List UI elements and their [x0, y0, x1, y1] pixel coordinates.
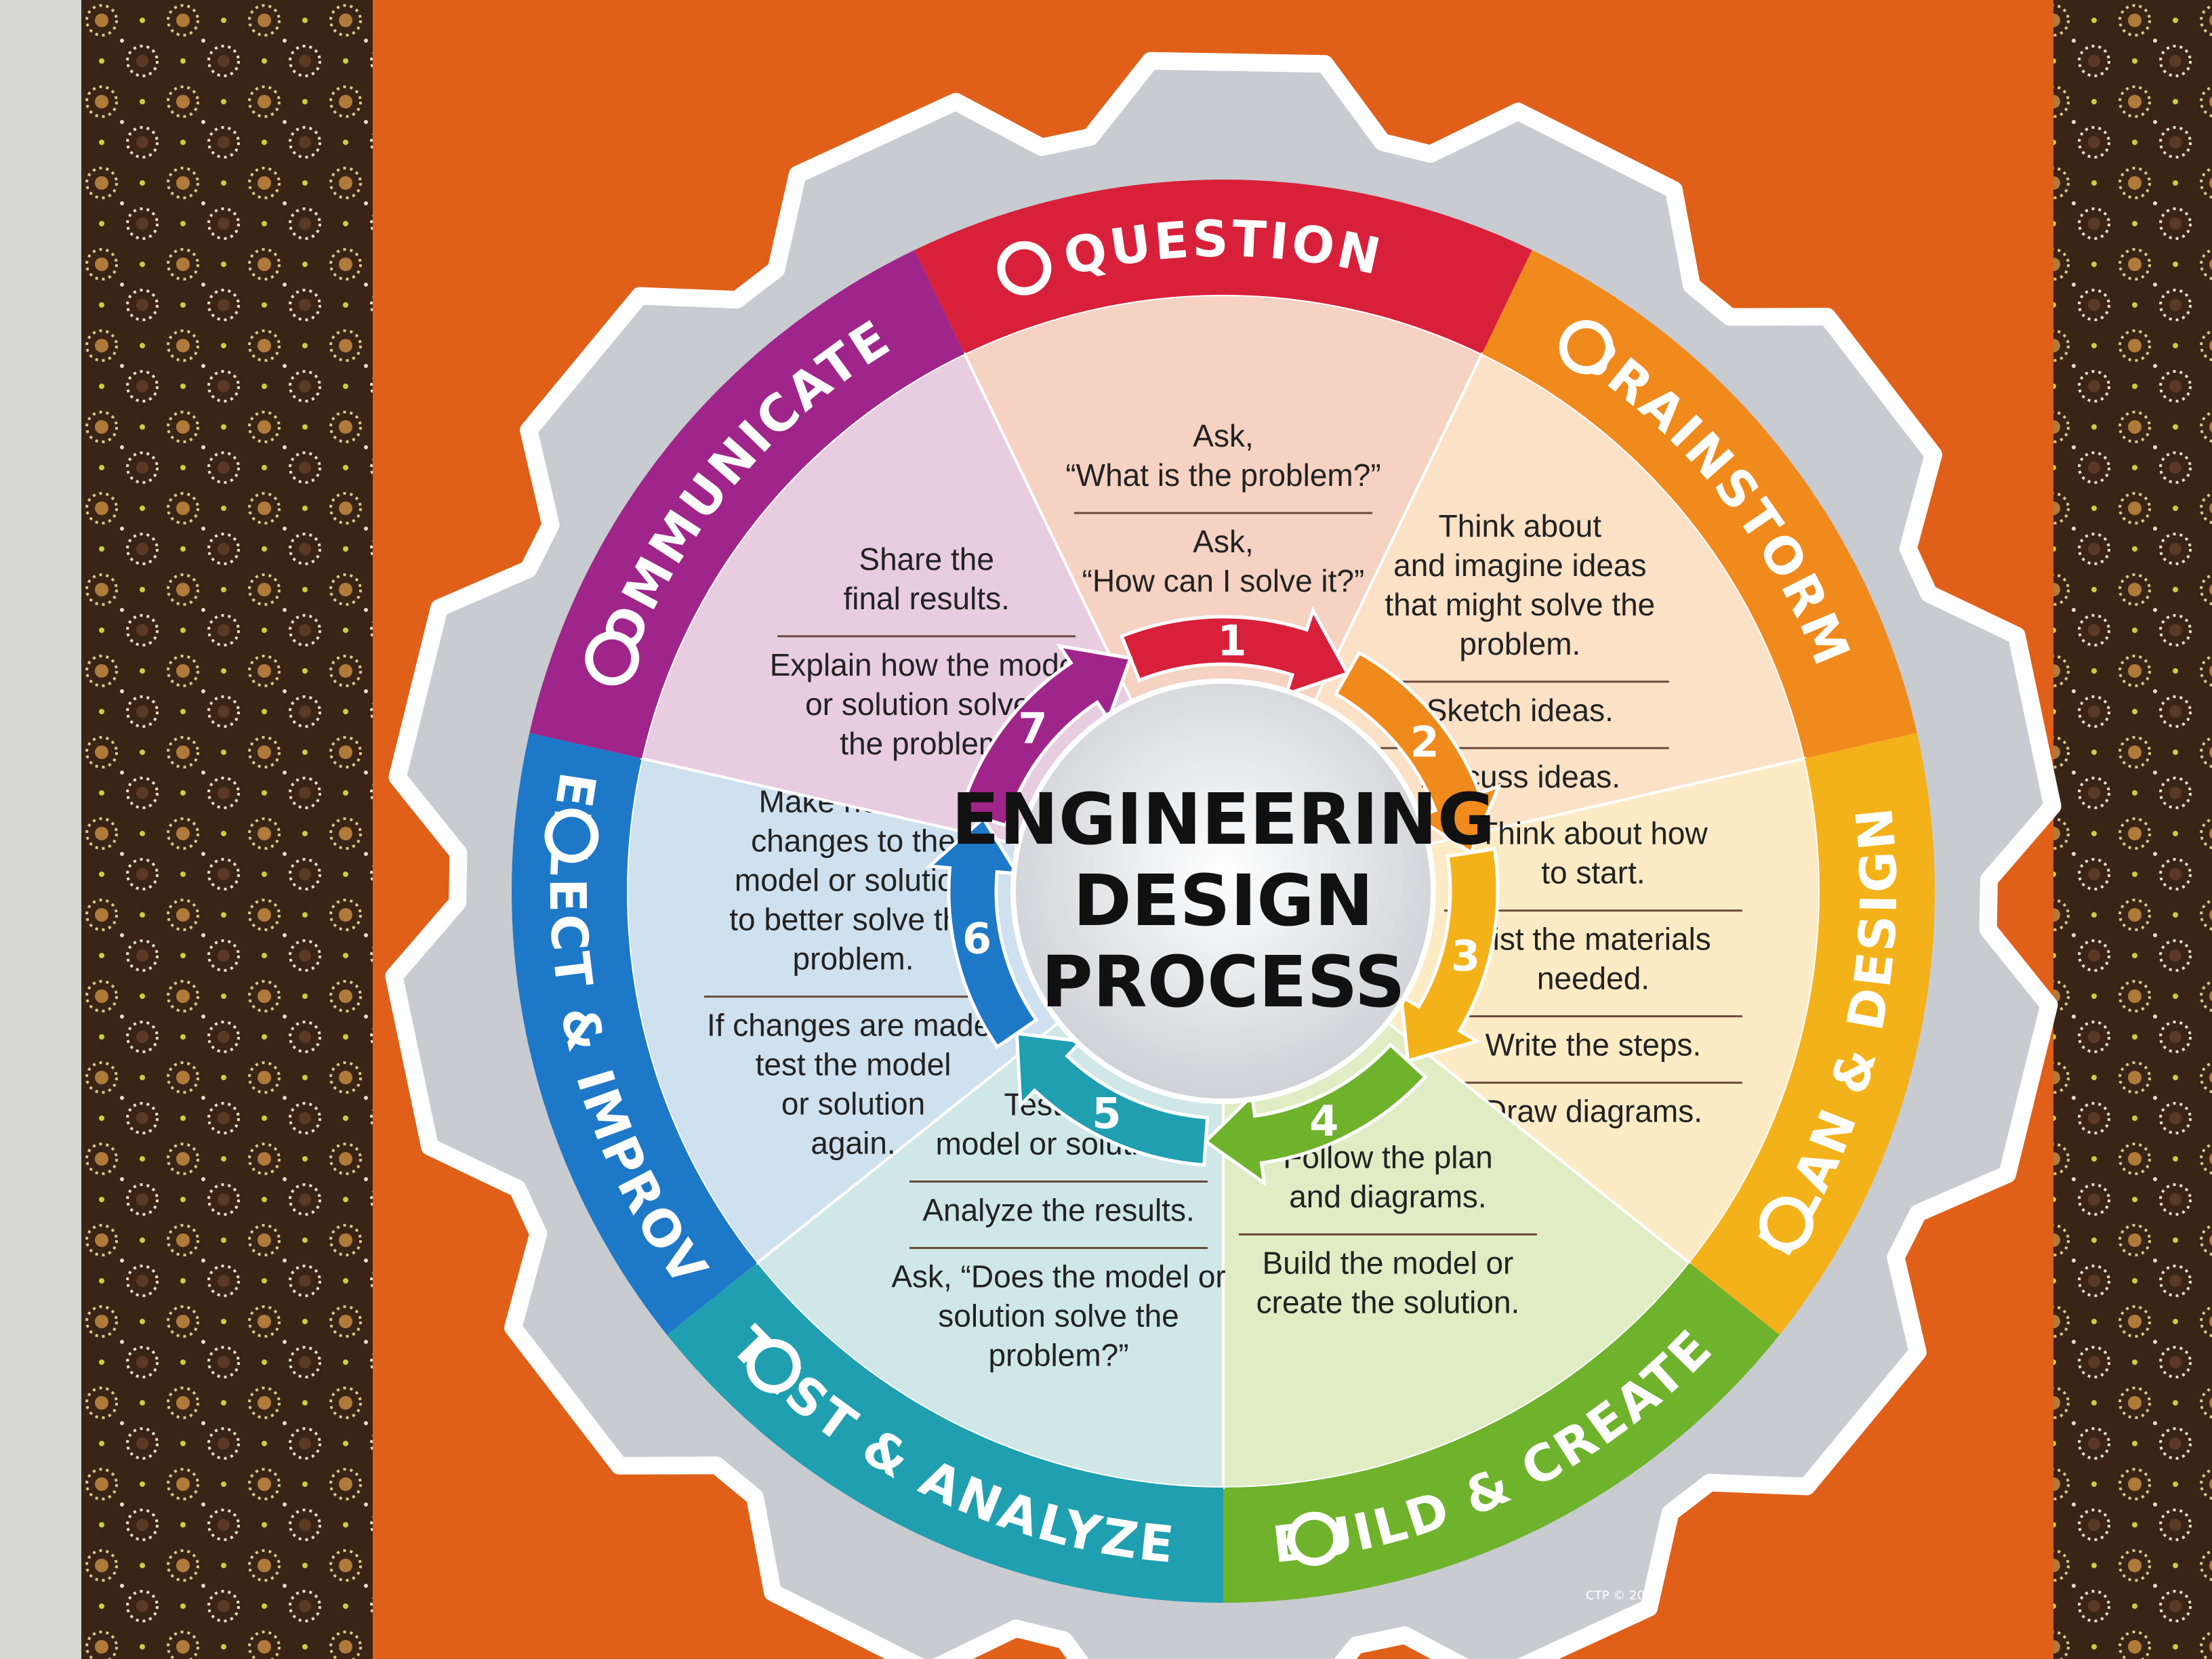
segment-band — [914, 180, 1532, 354]
wrench-icon — [544, 808, 599, 863]
step-text-line: Build the model or — [1263, 1246, 1514, 1281]
step-text-line: Share the — [859, 541, 994, 577]
center-hub — [1010, 678, 1436, 1104]
piggy-bank-icon — [585, 631, 640, 686]
step-text-line: Write the steps. — [1486, 1027, 1702, 1063]
step-number: 4 — [1309, 1097, 1338, 1146]
step-text-line: Explain how the model — [770, 647, 1084, 682]
step-text-line: Ask, “Does the model or — [891, 1259, 1225, 1294]
segment-band — [1223, 1263, 1780, 1603]
question-bubble-icon — [997, 241, 1052, 295]
step-text-line: If changes are made, — [707, 1008, 1000, 1043]
step-number: 6 — [962, 914, 991, 964]
step-text-line: that might solve the — [1385, 587, 1655, 622]
left-dotted-border — [81, 0, 373, 1659]
step-text-line: to start. — [1541, 855, 1645, 890]
step-text-line: changes to the — [751, 823, 956, 859]
step-text-line: Analyze the results. — [922, 1193, 1194, 1228]
step-number: 1 — [1217, 616, 1246, 665]
step-text-line: or solution solved — [805, 687, 1048, 722]
step-text-line: final results. — [843, 581, 1009, 616]
step-text-line: problem. — [793, 941, 914, 977]
step-text-line: Think about how — [1479, 816, 1708, 851]
segment-band — [667, 1263, 1223, 1603]
step-number: 2 — [1410, 718, 1439, 767]
step-text-line: or solution — [781, 1086, 925, 1122]
cycle-arrow-3: 3 — [1399, 846, 1500, 1063]
poster-title-line-3: PROCESS — [1041, 941, 1405, 1023]
pencil-icon — [1759, 1196, 1814, 1251]
step-text-line: model or solution — [735, 863, 972, 898]
step-text-line: again. — [811, 1126, 895, 1161]
step-text-line: problem?” — [988, 1338, 1128, 1373]
step-text-line: Ask, — [1193, 524, 1253, 559]
cycle-arrow-7: 7 — [958, 643, 1133, 827]
puzzle-piece-icon — [1287, 1511, 1342, 1566]
step-text-line: Think about — [1439, 508, 1602, 544]
poster-title-line-1: ENGINEERING — [951, 778, 1495, 861]
step-text-line: Sketch ideas. — [1427, 693, 1614, 728]
step-number: 7 — [1018, 703, 1047, 753]
poster-title-line-2: DESIGN — [1073, 859, 1373, 942]
segment-band — [1689, 733, 1936, 1335]
segment-band — [512, 733, 757, 1335]
cycle-arrows: 1 2 3 4 5 6 7 — [925, 606, 1502, 1187]
step-text-line: and imagine ideas — [1393, 548, 1646, 583]
step-text-line: solution solve the — [938, 1298, 1179, 1334]
step-number: 5 — [1092, 1089, 1121, 1139]
step-text-line: “What is the problem?” — [1065, 457, 1380, 493]
copyright-mark: CTP © 2017 — [1586, 1589, 1660, 1603]
step-text-line: problem. — [1459, 626, 1580, 661]
step-text-line: create the solution. — [1256, 1285, 1520, 1320]
step-number: 3 — [1451, 931, 1480, 981]
step-text-line: Draw diagrams. — [1484, 1094, 1702, 1129]
step-text-line: to better solve the — [729, 902, 977, 937]
step-text-line: Ask, — [1193, 418, 1253, 453]
step-text-line: test the model — [756, 1047, 951, 1082]
lightbulb-icon — [1559, 320, 1614, 375]
step-text-line: “How can I solve it?” — [1082, 563, 1365, 598]
right-dotted-border — [2053, 0, 2212, 1659]
step-text-line: needed. — [1537, 961, 1650, 996]
step-text-line: and diagrams. — [1289, 1179, 1487, 1214]
step-text-line: List the materials — [1475, 922, 1711, 957]
segment-band — [529, 249, 965, 759]
magnifier-check-icon — [746, 1338, 801, 1393]
segment-band — [1481, 249, 1917, 759]
